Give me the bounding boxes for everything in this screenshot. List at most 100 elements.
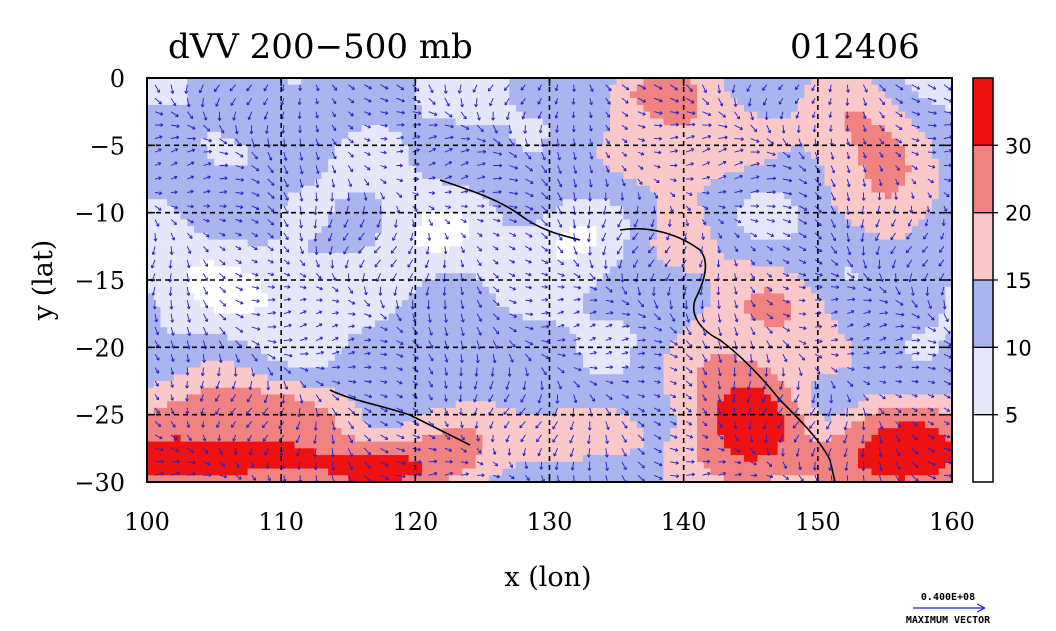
field-cell bbox=[428, 84, 437, 93]
field-cell bbox=[562, 354, 571, 362]
field-cell bbox=[522, 293, 530, 301]
field-cell bbox=[616, 118, 624, 126]
field-cell bbox=[676, 407, 685, 416]
field-cell bbox=[153, 199, 162, 207]
field-cell bbox=[368, 246, 376, 254]
field-cell bbox=[220, 354, 229, 362]
field-cell bbox=[354, 360, 363, 369]
field-cell bbox=[536, 387, 544, 396]
field-cell bbox=[482, 152, 490, 160]
field-cell bbox=[301, 205, 309, 214]
field-cell bbox=[308, 280, 316, 288]
field-cell bbox=[368, 327, 376, 335]
field-cell bbox=[368, 158, 376, 167]
field-cell bbox=[247, 407, 255, 416]
field-cell bbox=[630, 455, 638, 463]
field-cell bbox=[180, 381, 188, 389]
field-cell bbox=[227, 293, 235, 301]
field-cell bbox=[515, 333, 524, 342]
field-cell bbox=[529, 286, 537, 295]
field-cell bbox=[328, 185, 336, 194]
field-cell bbox=[583, 84, 591, 93]
field-cell bbox=[240, 179, 249, 187]
field-cell bbox=[683, 84, 691, 93]
field-cell bbox=[448, 441, 457, 449]
field-cell bbox=[576, 239, 584, 247]
field-cell bbox=[676, 172, 685, 180]
field-cell bbox=[408, 152, 416, 160]
field-cell bbox=[650, 219, 658, 227]
field-cell bbox=[261, 300, 269, 308]
field-cell bbox=[529, 367, 537, 375]
field-cell bbox=[482, 455, 490, 463]
field-cell bbox=[395, 158, 403, 167]
field-cell bbox=[502, 78, 510, 86]
field-cell bbox=[636, 381, 645, 389]
field-cell bbox=[495, 475, 504, 482]
field-cell bbox=[234, 145, 242, 153]
field-cell bbox=[643, 367, 651, 375]
field-cell bbox=[214, 172, 222, 180]
field-cell bbox=[180, 91, 188, 99]
field-cell bbox=[415, 212, 423, 220]
field-cell bbox=[267, 84, 276, 93]
field-cell bbox=[482, 313, 490, 321]
field-cell bbox=[549, 259, 557, 268]
field-cell bbox=[187, 226, 195, 234]
field-cell bbox=[200, 165, 208, 173]
field-cell bbox=[583, 401, 591, 409]
field-cell bbox=[549, 468, 557, 476]
field-cell bbox=[274, 428, 282, 436]
field-cell bbox=[368, 306, 376, 315]
field-cell bbox=[630, 421, 638, 429]
field-cell bbox=[388, 387, 396, 396]
field-cell bbox=[200, 313, 208, 321]
field-cell bbox=[576, 246, 584, 254]
field-cell bbox=[354, 381, 363, 389]
field-cell bbox=[663, 394, 671, 402]
field-cell bbox=[294, 327, 302, 335]
field-cell bbox=[261, 280, 269, 288]
field-cell bbox=[609, 455, 618, 463]
field-cell bbox=[180, 367, 188, 375]
field-cell bbox=[549, 212, 557, 220]
field-cell bbox=[147, 360, 155, 369]
field-cell bbox=[147, 84, 155, 93]
field-cell bbox=[395, 118, 403, 126]
field-cell bbox=[542, 165, 551, 173]
field-cell bbox=[676, 78, 685, 86]
field-cell bbox=[173, 381, 182, 389]
field-cell bbox=[556, 374, 564, 382]
field-cell bbox=[173, 313, 182, 321]
field-cell bbox=[361, 185, 369, 194]
field-cell bbox=[240, 185, 249, 194]
field-cell bbox=[308, 158, 316, 167]
field-cell bbox=[603, 455, 611, 463]
field-cell bbox=[683, 192, 691, 200]
field-cell bbox=[469, 468, 477, 476]
field-cell bbox=[401, 300, 410, 308]
field-cell bbox=[630, 340, 638, 348]
field-cell bbox=[375, 381, 383, 389]
field-cell bbox=[576, 300, 584, 308]
field-cell bbox=[569, 333, 577, 342]
field-cell bbox=[509, 394, 517, 402]
field-cell bbox=[167, 78, 175, 86]
field-cell bbox=[435, 165, 443, 173]
field-cell bbox=[274, 226, 282, 234]
field-cell bbox=[200, 138, 208, 146]
field-cell bbox=[502, 327, 510, 335]
field-cell bbox=[583, 111, 591, 119]
field-cell bbox=[281, 185, 289, 194]
field-cell bbox=[247, 239, 255, 247]
field-cell bbox=[435, 441, 443, 449]
field-cell bbox=[314, 158, 323, 167]
field-cell bbox=[401, 428, 410, 436]
field-cell bbox=[502, 374, 510, 382]
field-cell bbox=[630, 172, 638, 180]
field-cell bbox=[569, 91, 577, 99]
field-cell bbox=[549, 253, 557, 261]
field-cell bbox=[502, 219, 510, 227]
field-cell bbox=[408, 286, 416, 295]
field-cell bbox=[287, 293, 296, 301]
